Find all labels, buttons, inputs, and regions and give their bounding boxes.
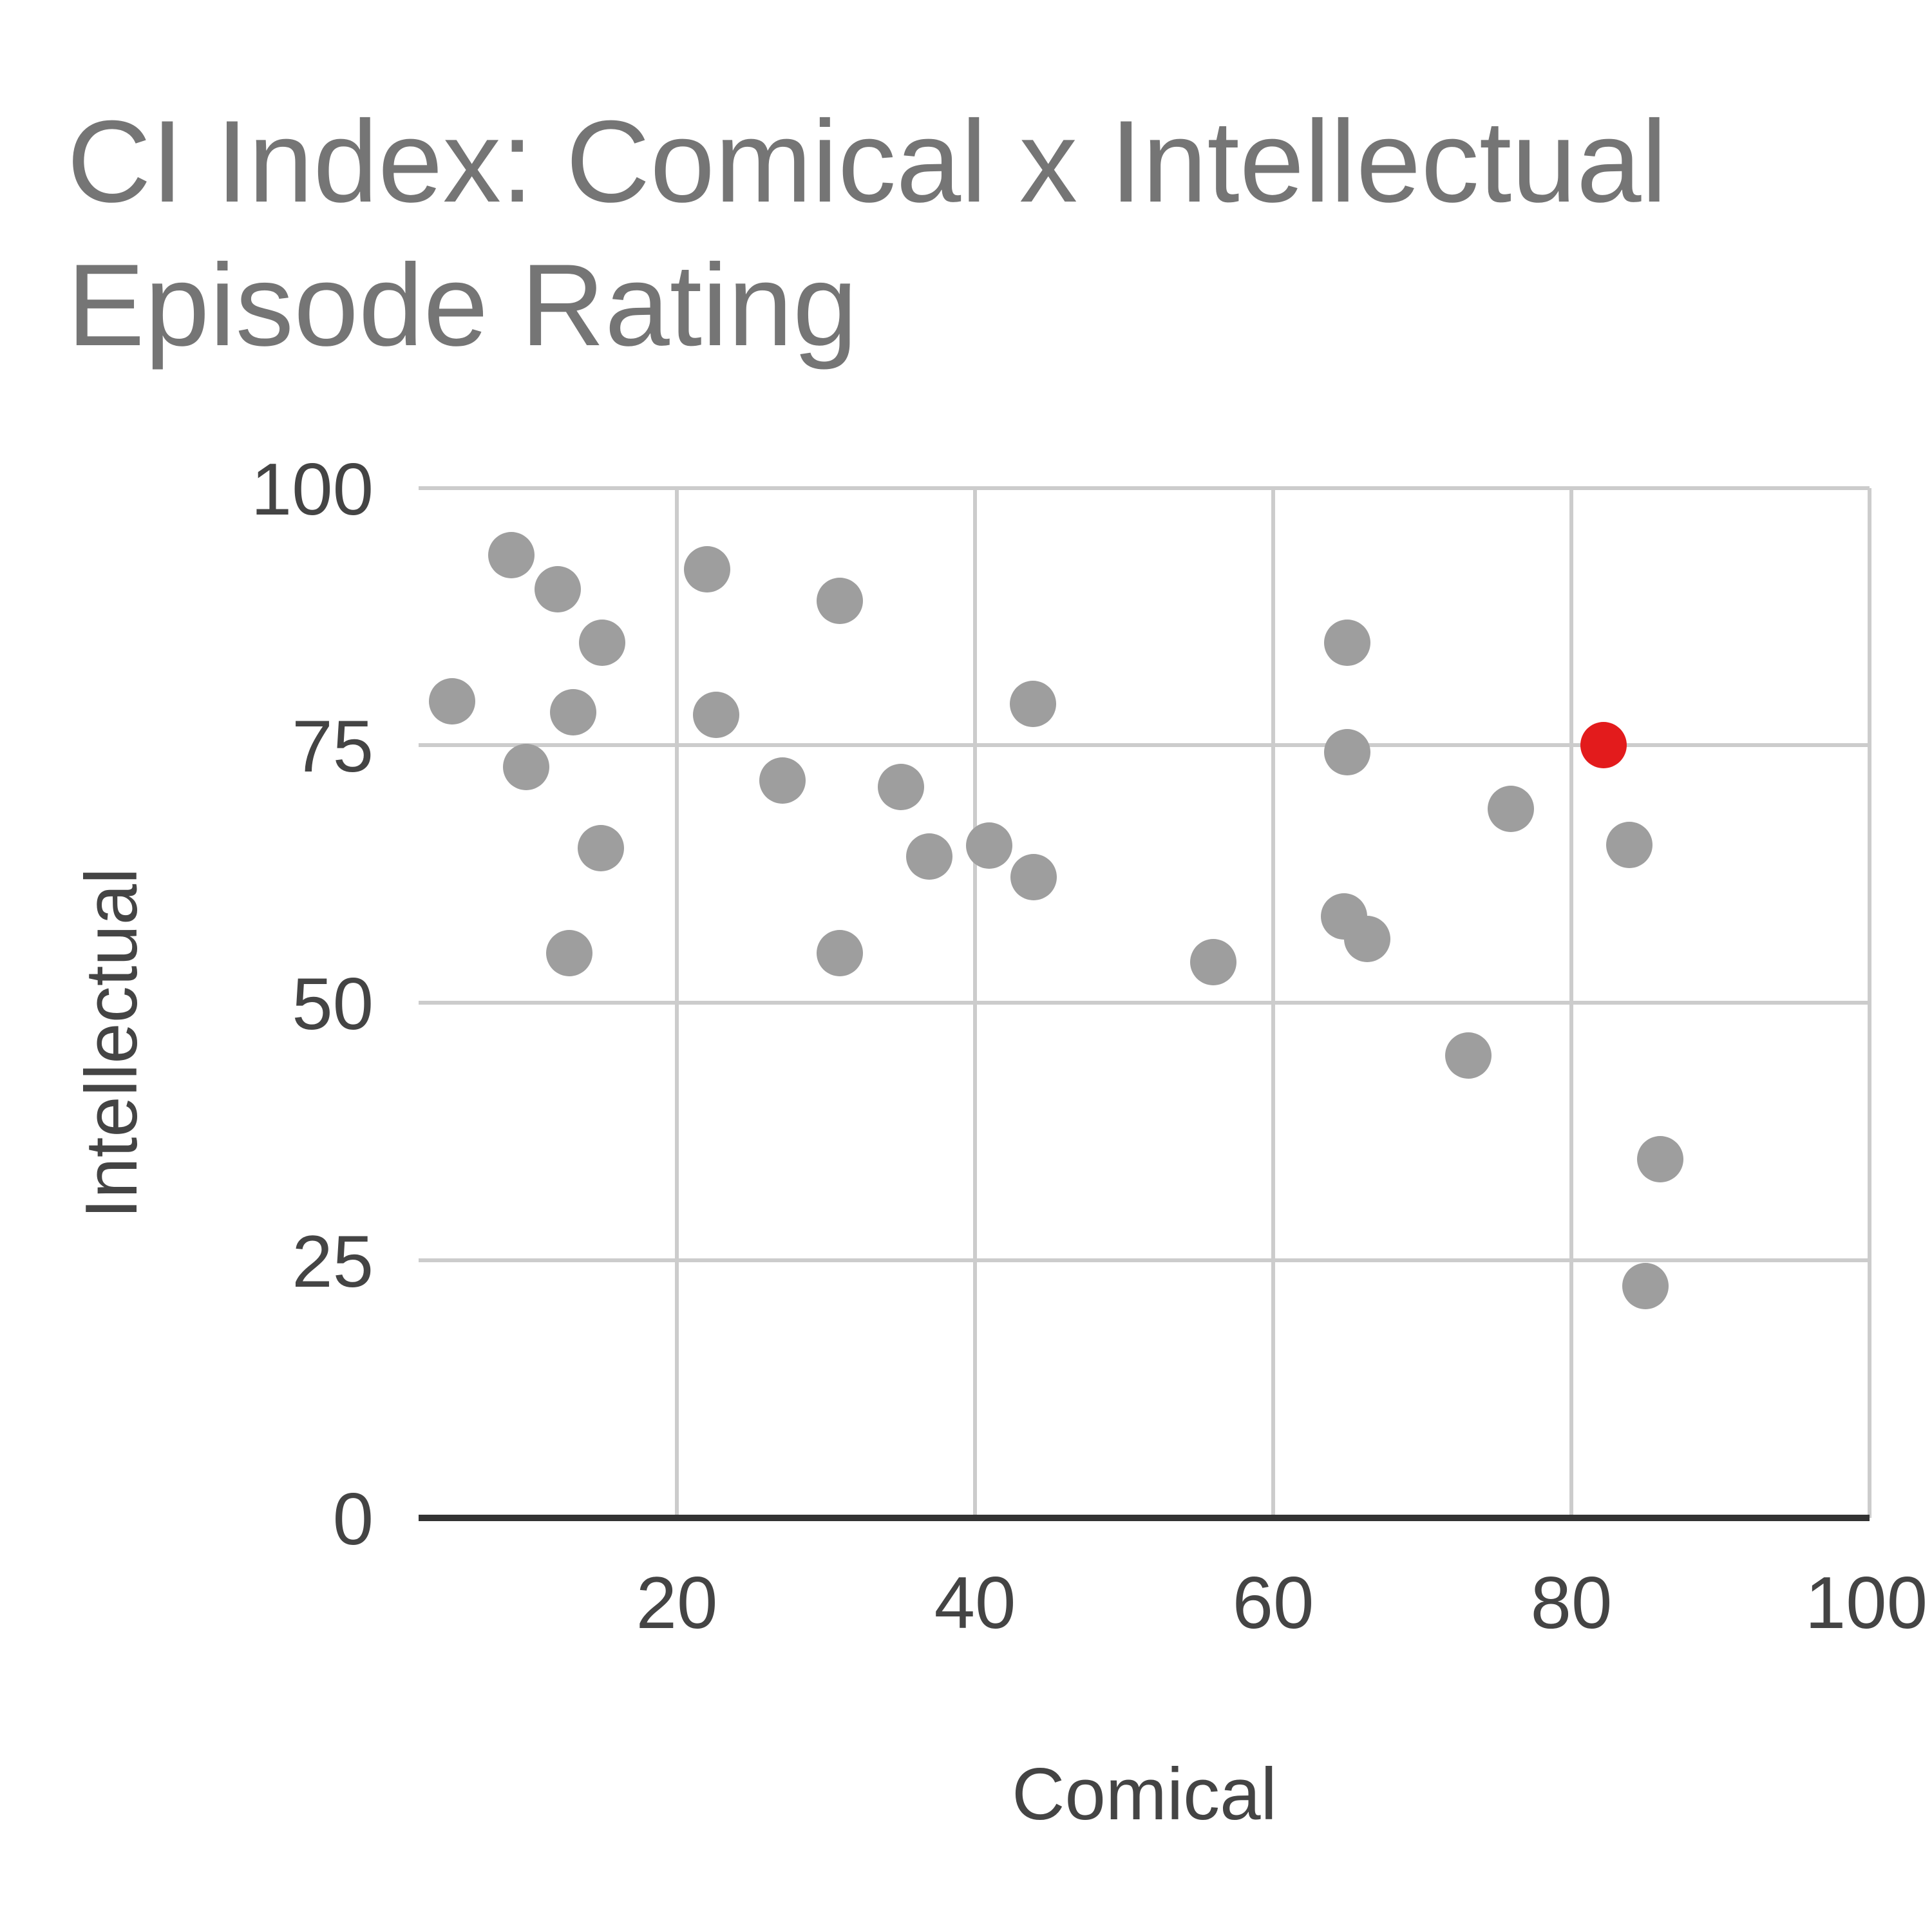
svg-text:100: 100 (251, 449, 374, 531)
svg-text:CI Index: Comical x Intellectu: CI Index: Comical x Intellectual (67, 97, 1667, 227)
svg-text:100: 100 (1805, 1562, 1927, 1644)
svg-text:Episode Rating: Episode Rating (67, 240, 858, 370)
svg-text:60: 60 (1233, 1562, 1314, 1644)
svg-text:40: 40 (934, 1562, 1016, 1644)
svg-text:75: 75 (292, 706, 374, 788)
svg-text:80: 80 (1531, 1562, 1613, 1644)
svg-text:20: 20 (636, 1562, 718, 1644)
svg-text:50: 50 (292, 963, 374, 1045)
svg-text:Intellectual: Intellectual (71, 867, 153, 1218)
svg-text:Comical: Comical (1012, 1754, 1277, 1835)
svg-text:25: 25 (292, 1221, 374, 1303)
svg-text:0: 0 (333, 1479, 374, 1560)
